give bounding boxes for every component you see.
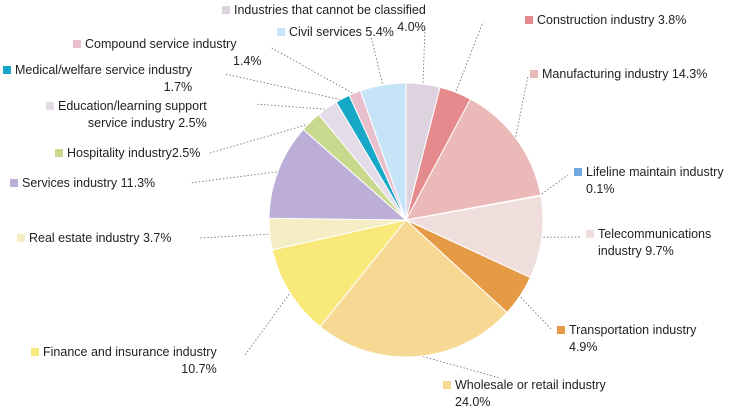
pie-slices xyxy=(269,83,543,357)
legend-swatch xyxy=(10,179,18,187)
legend-swatch xyxy=(222,6,230,14)
leader-line xyxy=(200,234,272,238)
leader-line xyxy=(423,28,425,86)
leader-line xyxy=(255,104,328,110)
legend-swatch xyxy=(73,40,81,48)
legend-swatch xyxy=(46,102,54,110)
legend-swatch xyxy=(525,16,533,24)
label-lifeline: Lifeline maintain industry 0.1% xyxy=(574,164,724,198)
leader-line xyxy=(518,295,552,330)
label-compound: Compound service industry 1.4% xyxy=(73,36,262,70)
leader-line xyxy=(270,47,356,95)
legend-swatch xyxy=(17,234,25,242)
label-realestate: Real estate industry 3.7% xyxy=(17,230,171,247)
leader-line xyxy=(455,22,483,94)
legend-swatch xyxy=(574,168,582,176)
label-manufacturing: Manufacturing industry 14.3% xyxy=(530,66,707,83)
label-civil: Civil services 5.4% xyxy=(277,24,394,41)
label-construction: Construction industry 3.8% xyxy=(525,12,686,29)
label-education: Education/learning support service indus… xyxy=(46,98,207,132)
label-transport: Transportation industry 4.9% xyxy=(557,322,696,356)
legend-swatch xyxy=(31,348,39,356)
leader-line xyxy=(245,291,291,355)
leader-line xyxy=(225,74,344,100)
label-finance: Finance and insurance industry 10.7% xyxy=(31,344,217,378)
label-telecom: Telecommunications industry 9.7% xyxy=(586,226,711,260)
legend-swatch xyxy=(443,381,451,389)
label-hospitality: Hospitality industry2.5% xyxy=(55,145,200,162)
leader-line xyxy=(416,355,500,378)
legend-swatch xyxy=(277,28,285,36)
legend-swatch xyxy=(586,230,594,238)
legend-swatch xyxy=(3,66,11,74)
label-services: Services industry 11.3% xyxy=(10,175,155,192)
legend-swatch xyxy=(530,70,538,78)
leader-line xyxy=(539,175,568,196)
legend-swatch xyxy=(55,149,63,157)
label-wholesale: Wholesale or retail industry 24.0% xyxy=(443,377,606,411)
leader-line xyxy=(515,76,528,140)
legend-swatch xyxy=(557,326,565,334)
leader-line xyxy=(190,172,280,184)
